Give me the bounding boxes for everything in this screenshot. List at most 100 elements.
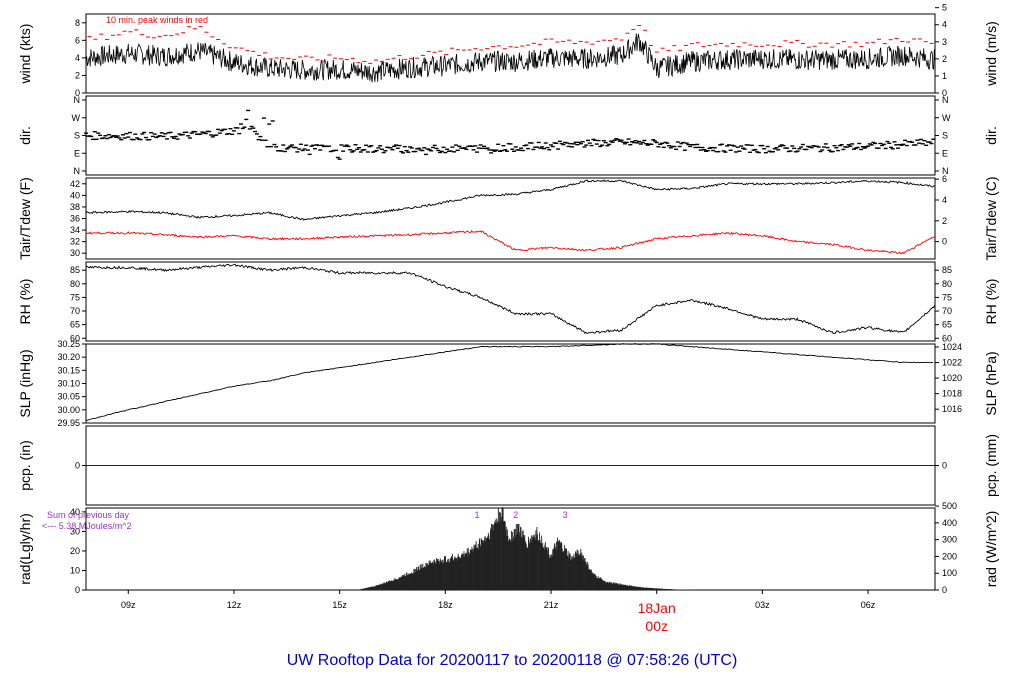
rh-tick-left: 60 — [70, 333, 80, 343]
x-tick-label: 21z — [544, 600, 559, 610]
dir-tick-right: N — [942, 166, 949, 176]
rad-ylabel-left: rad(Lgly/hr) — [17, 513, 33, 585]
wind-tick-left: 2 — [75, 70, 80, 80]
wind-tick-right: 4 — [942, 20, 947, 30]
temp-tick-left: 38 — [70, 202, 80, 212]
slp-ylabel-right: SLP (hPa) — [983, 351, 999, 415]
slp-tick-left: 30.15 — [57, 365, 80, 375]
rad-tick-left: 20 — [70, 546, 80, 556]
dir-tick-left: E — [74, 148, 80, 158]
dir-tick-right: S — [942, 131, 948, 141]
rad-tick-right: 500 — [942, 501, 957, 511]
rad-tick-right: 200 — [942, 551, 957, 561]
temp-tick-left: 30 — [70, 248, 80, 258]
pcp-tick-left: 0 — [75, 461, 80, 471]
slp-tick-left: 30.25 — [57, 339, 80, 349]
wind-tick-left: 8 — [75, 18, 80, 28]
rh-tick-right: 85 — [942, 265, 952, 275]
wind-tick-right: 2 — [942, 54, 947, 64]
slp-tick-right: 1018 — [942, 389, 962, 399]
wind-ylabel-right: wind (m/s) — [983, 21, 999, 87]
rh-tick-left: 85 — [70, 265, 80, 275]
x-date-day: 18Jan — [638, 600, 676, 616]
pcp-ylabel-left: pcp. (in) — [17, 440, 33, 491]
slp-tick-left: 29.95 — [57, 418, 80, 428]
rad-annotation-line2: <--- 5.38 MJoules/m^2 — [42, 521, 132, 531]
rh-tick-right: 75 — [942, 292, 952, 302]
temp-tick-right: 6 — [942, 174, 947, 184]
rh-line — [85, 263, 936, 335]
temp-ylabel-left: Tair/Tdew (F) — [17, 177, 33, 259]
slp-tick-left: 30.00 — [57, 405, 80, 415]
rh-tick-right: 65 — [942, 320, 952, 330]
dir-tick-left: S — [74, 131, 80, 141]
wind-tick-left: 0 — [75, 88, 80, 98]
rh-ylabel-right: RH (%) — [983, 279, 999, 325]
x-tick-label: 15z — [332, 600, 347, 610]
temp-tick-left: 32 — [70, 237, 80, 247]
rad-annotation-line1: Sum of previous day — [47, 510, 130, 520]
dir-tick-left: N — [74, 166, 81, 176]
rad-tick-right: 0 — [942, 585, 947, 595]
rad-marker: 3 — [563, 510, 568, 520]
rad-tick-right: 400 — [942, 518, 957, 528]
pcp-tick-right: 0 — [942, 461, 947, 471]
temp-tick-right: 0 — [942, 237, 947, 247]
wind-tick-left: 6 — [75, 35, 80, 45]
rad-tick-left: 40 — [70, 507, 80, 517]
rad-ylabel-right: rad (W/m^2) — [983, 511, 999, 588]
wind-ylabel-left: wind (kts) — [17, 24, 33, 85]
wind-annotation: 10 min. peak winds in red — [106, 15, 208, 25]
rad-tick-right: 100 — [942, 568, 957, 578]
temp-air-line — [85, 179, 935, 221]
slp-tick-left: 30.10 — [57, 379, 80, 389]
wind-tick-right: 3 — [942, 37, 947, 47]
temp-dew-line — [85, 230, 935, 255]
x-tick-label: 03z — [755, 600, 770, 610]
temp-tick-right: 2 — [942, 216, 947, 226]
slp-ylabel-left: SLP (inHg) — [17, 349, 33, 417]
temp-tick-left: 40 — [70, 190, 80, 200]
slp-tick-left: 30.20 — [57, 352, 80, 362]
slp-line — [85, 343, 934, 421]
slp-tick-left: 30.05 — [57, 392, 80, 402]
slp-tick-right: 1020 — [942, 373, 962, 383]
rh-tick-left: 70 — [70, 306, 80, 316]
rh-panel-frame — [85, 261, 936, 342]
wind-tick-right: 0 — [942, 88, 947, 98]
x-tick-label: 12z — [227, 600, 242, 610]
slp-tick-right: 1022 — [942, 358, 962, 368]
chart-title: UW Rooftop Data for 20200117 to 20200118… — [287, 652, 738, 669]
x-tick-label: 06z — [861, 600, 876, 610]
wind-tick-right: 5 — [942, 3, 947, 13]
temp-tick-right: 4 — [942, 195, 947, 205]
rh-tick-left: 65 — [70, 320, 80, 330]
x-tick-label: 09z — [121, 600, 136, 610]
wind-panel-frame — [85, 13, 936, 94]
temp-tick-left: 42 — [70, 179, 80, 189]
dir-tick-left: W — [72, 113, 81, 123]
slp-tick-right: 1016 — [942, 404, 962, 414]
pcp-ylabel-right: pcp. (mm) — [983, 434, 999, 497]
x-tick-label: 18z — [438, 600, 453, 610]
wind-tick-right: 1 — [942, 71, 947, 81]
rad-tick-left: 10 — [70, 565, 80, 575]
rh-tick-right: 60 — [942, 333, 952, 343]
dir-tick-left: N — [74, 95, 81, 105]
dir-tick-right: N — [942, 95, 949, 105]
rh-tick-left: 75 — [70, 292, 80, 302]
wind-tick-left: 4 — [75, 53, 80, 63]
rad-marker: 1 — [475, 510, 480, 520]
temp-tick-left: 34 — [70, 225, 80, 235]
rad-tick-left: 0 — [75, 585, 80, 595]
slp-tick-right: 1024 — [942, 342, 962, 352]
dir-ylabel-right: dir. — [983, 126, 999, 145]
temp-ylabel-right: Tair/Tdew (C) — [983, 176, 999, 260]
rh-tick-right: 70 — [942, 306, 952, 316]
dir-tick-right: E — [942, 148, 948, 158]
rh-tick-right: 80 — [942, 279, 952, 289]
temp-tick-left: 36 — [70, 214, 80, 224]
dir-tick-right: W — [942, 113, 951, 123]
dir-ylabel-left: dir. — [17, 126, 33, 145]
